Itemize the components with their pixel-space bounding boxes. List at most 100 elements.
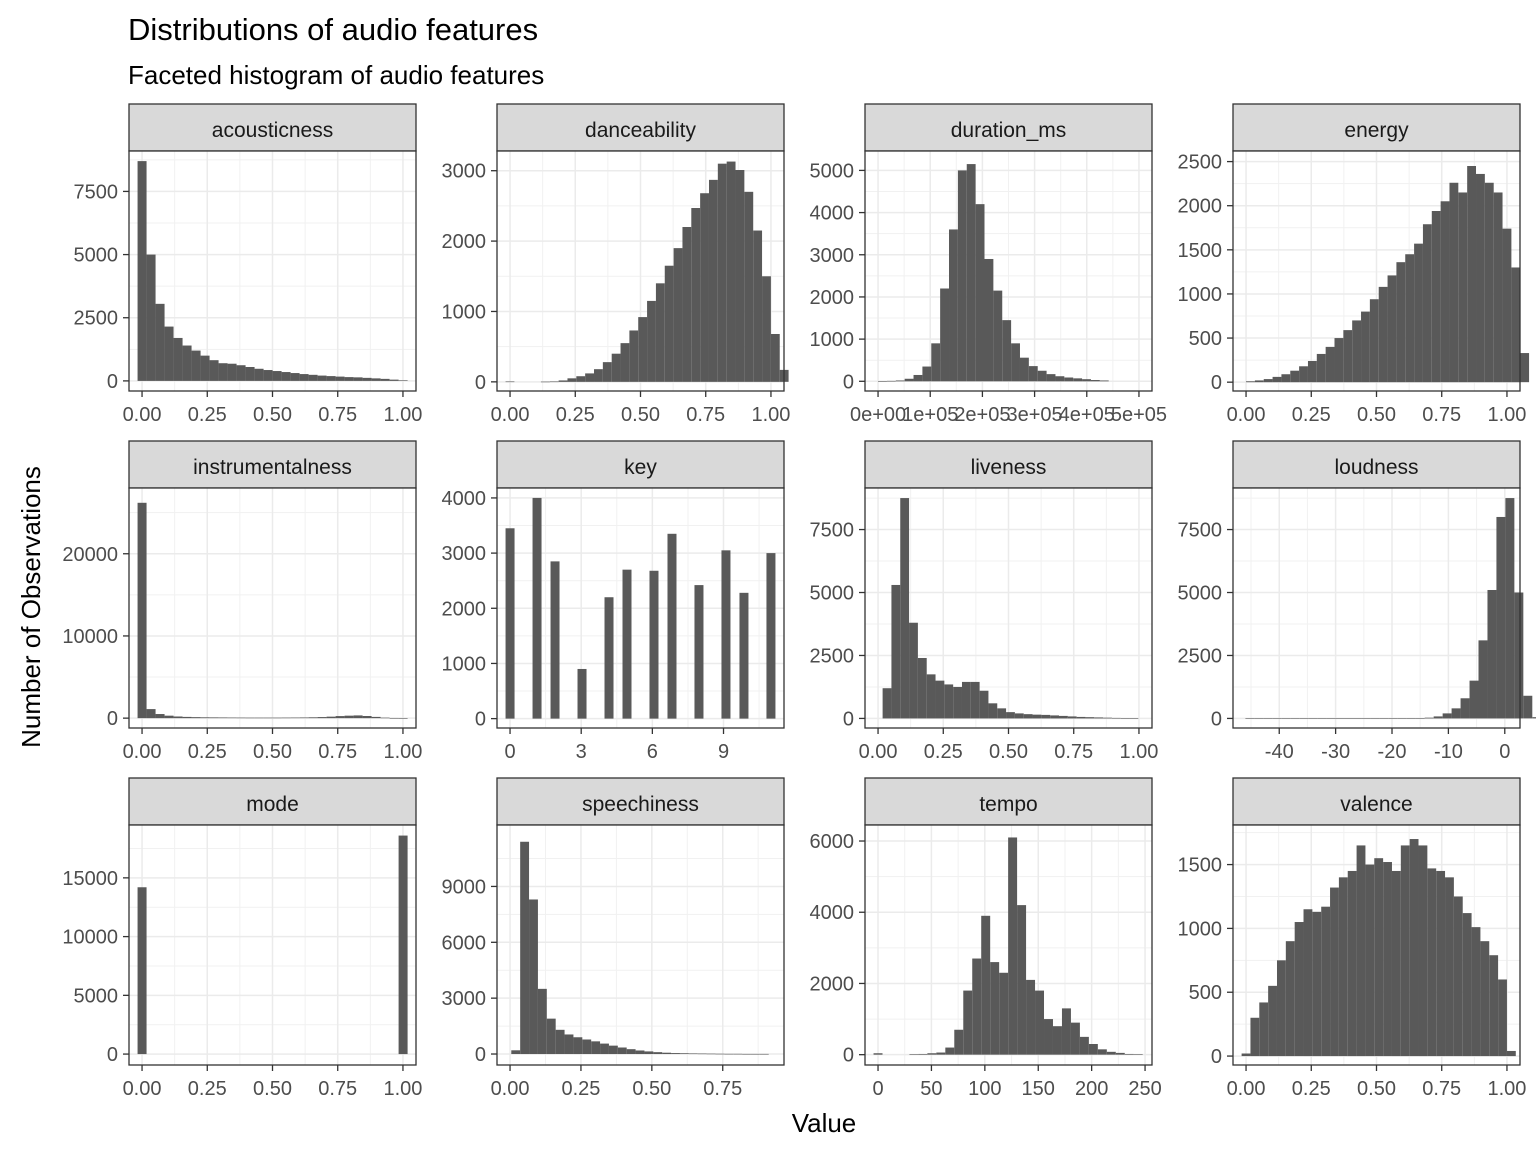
y-tick-label: 5000 <box>74 245 119 267</box>
x-tick-label: 1.00 <box>1119 741 1158 763</box>
histogram-bar <box>975 204 985 382</box>
histogram-bar <box>200 355 210 381</box>
panel-border <box>496 824 785 1066</box>
facet-panel-mode: mode 0 5000 10000 15000 0.00 0.25 0.50 0.75 1.00 <box>62 777 422 1100</box>
histogram-bar <box>944 684 954 719</box>
histogram-bar <box>638 317 648 382</box>
histogram-bar <box>389 717 399 719</box>
histogram-bar <box>1052 1026 1062 1055</box>
histogram-bar <box>715 1053 725 1055</box>
x-tick-label: 0.25 <box>188 1078 227 1100</box>
histogram-bar <box>1133 1054 1143 1055</box>
histogram-bar <box>1002 320 1012 382</box>
histogram-bar <box>1496 516 1506 719</box>
x-tick-label: 0.50 <box>1357 1078 1396 1100</box>
x-tick-label: 50 <box>920 1078 942 1100</box>
x-tick-label: 150 <box>1022 1078 1055 1100</box>
y-tick-label: 0 <box>475 372 486 394</box>
histogram-bar <box>155 303 165 381</box>
histogram-bar <box>1378 286 1388 383</box>
histogram-bar <box>389 379 399 381</box>
y-tick-label: 10000 <box>62 927 118 949</box>
histogram-bar <box>398 718 408 719</box>
histogram-bar <box>724 1053 734 1055</box>
histogram-bar <box>227 717 237 719</box>
y-tick-label: 0 <box>1211 372 1222 394</box>
x-tick-label: 200 <box>1075 1078 1108 1100</box>
x-tick-label: 0.75 <box>1422 404 1461 426</box>
histogram-bar <box>922 366 932 382</box>
histogram-bar <box>1041 714 1051 719</box>
y-tick-label: 1000 <box>1178 284 1223 306</box>
histogram-bar <box>532 497 542 719</box>
y-tick-label: 5000 <box>74 985 119 1007</box>
histogram-bar <box>1272 718 1282 719</box>
x-tick-label: 0.50 <box>253 404 292 426</box>
x-tick-label: -20 <box>1378 741 1407 763</box>
x-tick-label: 0.00 <box>859 741 898 763</box>
y-tick-label: 2500 <box>810 645 855 667</box>
histogram-bar <box>335 716 345 719</box>
histogram-bar <box>1506 1050 1516 1057</box>
histogram-bar <box>263 717 273 719</box>
histogram-bar <box>904 378 914 382</box>
x-tick-label: 0.75 <box>686 404 725 426</box>
histogram-bar <box>1431 211 1441 383</box>
histogram-bar <box>1250 1017 1260 1057</box>
histogram-bar <box>209 717 219 719</box>
x-tick-label: 100 <box>968 1078 1001 1100</box>
histogram-bar <box>963 990 973 1055</box>
x-tick-label: 1.00 <box>383 404 422 426</box>
facet-strip-label: liveness <box>971 456 1047 479</box>
x-tick-label: 1.00 <box>751 404 790 426</box>
histogram-bar <box>353 377 363 381</box>
histogram-bar <box>1312 911 1322 1057</box>
histogram-bar <box>236 717 246 719</box>
histogram-bar <box>886 380 896 382</box>
histogram-bar <box>191 350 201 381</box>
histogram-bar <box>1058 715 1068 719</box>
histogram-bar <box>344 715 354 719</box>
histogram-bar <box>155 714 165 719</box>
x-tick-label: 3e+05 <box>1007 404 1063 426</box>
histogram-bar <box>1259 1002 1269 1057</box>
histogram-bar <box>1290 718 1300 719</box>
histogram-bar <box>1281 374 1291 383</box>
histogram-bar <box>600 1043 609 1055</box>
histogram-bar <box>753 230 763 382</box>
histogram-bar <box>735 170 745 382</box>
histogram-bar <box>1316 353 1326 383</box>
histogram-bar <box>1334 338 1344 383</box>
x-tick-label: 0.75 <box>318 404 357 426</box>
histogram-bar <box>744 191 754 382</box>
histogram-bar <box>1532 717 1536 719</box>
facet-strip <box>1232 777 1521 826</box>
y-tick-label: 500 <box>1189 982 1222 1004</box>
histogram-bar <box>671 1053 680 1055</box>
histogram-bar <box>505 381 515 383</box>
histogram-bar <box>935 680 945 719</box>
histogram-bar <box>1326 718 1336 719</box>
histogram-bar <box>988 703 998 719</box>
histogram-bar <box>891 584 901 719</box>
y-tick-label: 0 <box>107 371 118 393</box>
x-tick-label: -10 <box>1434 741 1463 763</box>
histogram-bar <box>1254 380 1264 383</box>
panel-border <box>864 824 1153 1066</box>
histogram-bar <box>164 326 174 381</box>
histogram-bar <box>993 290 1003 382</box>
histogram-bar <box>272 371 282 381</box>
y-tick-label: 1000 <box>442 653 487 675</box>
facet-strip <box>128 440 417 489</box>
histogram-bar <box>708 179 718 382</box>
histogram-bar <box>1520 353 1530 383</box>
histogram-bar <box>218 717 228 719</box>
histogram-bar <box>1383 862 1392 1057</box>
facet-strip <box>128 103 417 152</box>
facet-panel-tempo: tempo 0 2000 4000 6000 0 50 100 150 200 250 <box>810 777 1162 1100</box>
histogram-bar <box>611 353 621 382</box>
histogram-bar <box>759 1053 769 1055</box>
x-tick-label: 0.50 <box>632 1078 671 1100</box>
histogram-bar <box>1458 192 1468 383</box>
